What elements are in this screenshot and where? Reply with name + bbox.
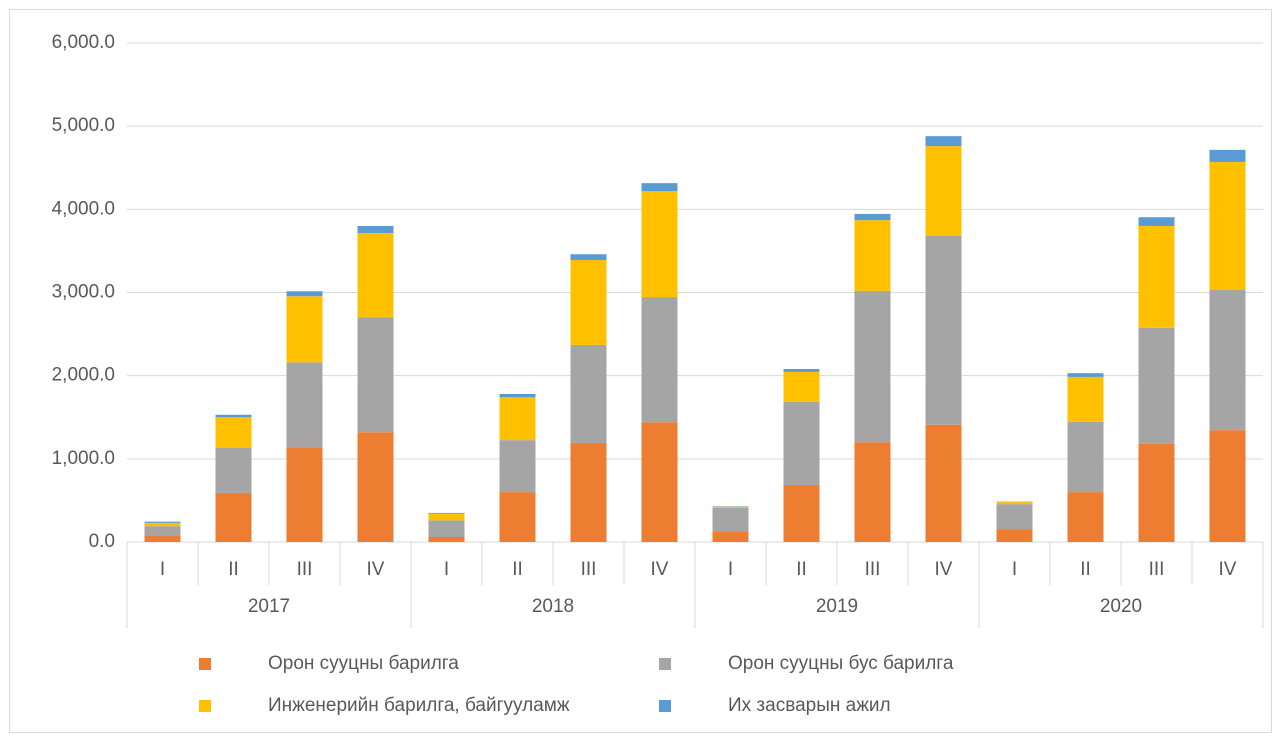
- y-tick-label: 1,000.0: [52, 448, 115, 469]
- bar-segment: [855, 220, 891, 291]
- bar-segment: [1210, 150, 1246, 162]
- bar-segment: [1068, 492, 1104, 542]
- bar-segment: [642, 191, 678, 297]
- x-tick-label: III: [1149, 559, 1165, 580]
- bar-segment: [784, 485, 820, 542]
- bar-segment: [287, 291, 323, 296]
- legend-marker: [199, 658, 211, 670]
- x-tick-label: II: [228, 559, 239, 580]
- bar-segment: [855, 214, 891, 220]
- x-tick-label: I: [160, 559, 165, 580]
- y-tick-label: 2,000.0: [52, 365, 115, 386]
- y-tick-label: 5,000.0: [52, 115, 115, 136]
- bar-segment: [997, 502, 1033, 504]
- bar-segment: [216, 417, 252, 448]
- x-tick-label: I: [444, 559, 449, 580]
- x-tick-label: IV: [935, 559, 953, 580]
- x-tick-label: IV: [367, 559, 385, 580]
- legend-marker: [659, 658, 671, 670]
- bar-segment: [855, 291, 891, 442]
- bar-segment: [997, 504, 1033, 529]
- legend-label: Орон сууцны барилга: [268, 653, 459, 674]
- bar-segment: [713, 508, 749, 532]
- bar-segment: [1139, 444, 1175, 542]
- bar-segment: [784, 369, 820, 372]
- group-label: 2020: [1100, 596, 1142, 617]
- x-tick-label: IV: [651, 559, 669, 580]
- bar-segment: [216, 415, 252, 417]
- chart-border: [10, 10, 1272, 733]
- bar-segment: [784, 372, 820, 402]
- bar-segment: [642, 422, 678, 542]
- bar-segment: [571, 260, 607, 345]
- bar-segment: [500, 440, 536, 492]
- bar-segment: [145, 522, 181, 523]
- bar-segment: [1210, 430, 1246, 542]
- x-tick-label: II: [796, 559, 807, 580]
- bar-segment: [926, 136, 962, 146]
- bar-segment: [1068, 373, 1104, 377]
- bar-segment: [358, 226, 394, 233]
- legend-label: Орон сууцны бус барилга: [728, 653, 954, 674]
- bar-segment: [713, 532, 749, 542]
- y-tick-label: 0.0: [89, 531, 115, 552]
- bar-segment: [571, 254, 607, 260]
- legend-label: Их засварын ажил: [728, 695, 891, 716]
- x-tick-label: I: [1012, 559, 1017, 580]
- bar-segment: [500, 397, 536, 440]
- bar-segment: [1068, 422, 1104, 492]
- x-tick-label: I: [728, 559, 733, 580]
- bar-segment: [500, 492, 536, 542]
- bar-segment: [287, 447, 323, 542]
- group-label: 2018: [532, 596, 574, 617]
- y-tick-label: 3,000.0: [52, 282, 115, 303]
- bar-segment: [642, 297, 678, 422]
- bar-segment: [500, 394, 536, 397]
- bar-segment: [926, 146, 962, 236]
- bar-segment: [642, 183, 678, 191]
- y-tick-label: 6,000.0: [52, 32, 115, 53]
- y-tick-label: 4,000.0: [52, 198, 115, 219]
- x-tick-label: III: [297, 559, 313, 580]
- bar-segment: [571, 443, 607, 542]
- bar-segment: [216, 448, 252, 493]
- bar-segment: [429, 513, 465, 514]
- x-tick-label: III: [581, 559, 597, 580]
- bar-segment: [145, 526, 181, 535]
- bar-segment: [145, 535, 181, 542]
- legend-marker: [199, 700, 211, 712]
- x-tick-label: II: [1080, 559, 1091, 580]
- bar-segment: [358, 317, 394, 432]
- bar-segment: [287, 362, 323, 447]
- bar-segment: [784, 402, 820, 485]
- bar-segment: [855, 442, 891, 542]
- bar-segment: [1210, 290, 1246, 430]
- legend-marker: [659, 700, 671, 712]
- bar-segment: [145, 523, 181, 526]
- bar-segment: [287, 296, 323, 362]
- x-tick-label: IV: [1219, 559, 1237, 580]
- bar-segment: [429, 537, 465, 542]
- bar-segment: [429, 520, 465, 537]
- bar-segment: [1139, 217, 1175, 226]
- bar-segment: [429, 514, 465, 521]
- bar-segment: [216, 493, 252, 542]
- legend-label: Инженерийн барилга, байгууламж: [268, 695, 570, 716]
- bar-segment: [1139, 226, 1175, 328]
- bar-segment: [713, 507, 749, 508]
- bar-segment: [358, 432, 394, 542]
- x-tick-label: III: [865, 559, 881, 580]
- bar-segment: [1068, 377, 1104, 422]
- group-label: 2019: [816, 596, 858, 617]
- bar-segment: [1210, 162, 1246, 290]
- bar-segment: [1139, 328, 1175, 444]
- bar-segment: [997, 529, 1033, 542]
- bar-segment: [926, 425, 962, 542]
- bar-segment: [358, 233, 394, 317]
- group-label: 2017: [248, 596, 290, 617]
- x-tick-label: II: [512, 559, 523, 580]
- bar-segment: [571, 345, 607, 443]
- bar-segment: [926, 236, 962, 425]
